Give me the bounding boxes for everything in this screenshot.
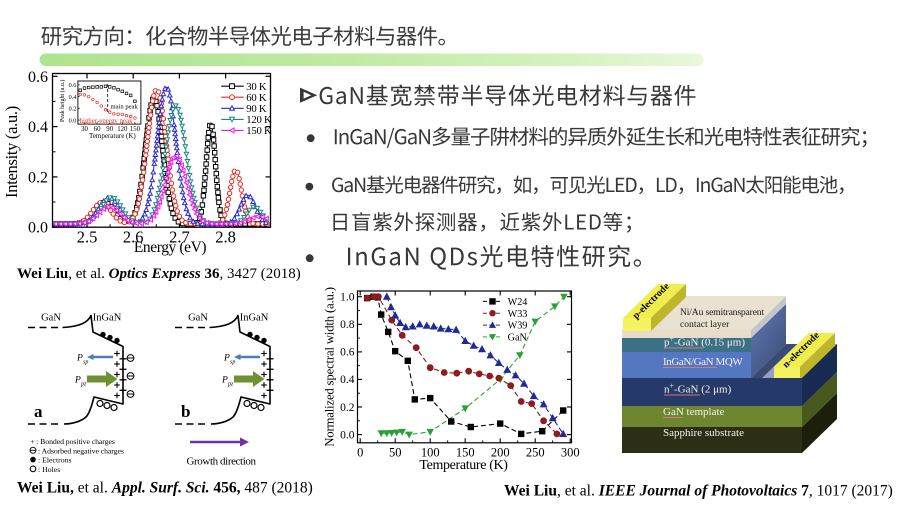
svg-text:1.0: 1.0 bbox=[340, 292, 355, 304]
svg-text:0.2: 0.2 bbox=[28, 169, 48, 186]
svg-text:0.6: 0.6 bbox=[69, 82, 77, 89]
svg-text:contact layer: contact layer bbox=[680, 319, 730, 330]
svg-text:2.7: 2.7 bbox=[169, 228, 190, 247]
svg-text:150 K: 150 K bbox=[246, 125, 272, 137]
svg-text:Temperature (K): Temperature (K) bbox=[89, 132, 136, 140]
svg-text:0.4: 0.4 bbox=[28, 119, 48, 136]
svg-text:50: 50 bbox=[389, 445, 402, 459]
svg-text:W33: W33 bbox=[508, 309, 528, 320]
svg-text:60: 60 bbox=[94, 126, 101, 133]
svg-text:P: P bbox=[223, 354, 230, 364]
svg-text:higher-energy peak: higher-energy peak bbox=[80, 118, 134, 125]
svg-text:: Adsorbed negative charges: : Adsorbed negative charges bbox=[38, 446, 124, 455]
svg-text:p+-GaN (0.15 μm): p+-GaN (0.15 μm) bbox=[664, 335, 745, 349]
svg-text:Peak height (a.u.): Peak height (a.u.) bbox=[59, 80, 66, 122]
svg-text:sp: sp bbox=[230, 360, 235, 366]
svg-text:P: P bbox=[76, 354, 83, 364]
svg-text:150: 150 bbox=[130, 126, 141, 133]
svg-text:: Holes: : Holes bbox=[38, 465, 60, 474]
svg-text:Ni/Au semitransparent: Ni/Au semitransparent bbox=[680, 307, 764, 318]
svg-text:Sapphire substrate: Sapphire substrate bbox=[663, 427, 744, 439]
svg-text:90: 90 bbox=[106, 126, 113, 133]
svg-text:120: 120 bbox=[117, 126, 128, 133]
svg-text:100: 100 bbox=[421, 445, 440, 459]
svg-text:2.6: 2.6 bbox=[123, 228, 144, 247]
svg-text:0.4: 0.4 bbox=[69, 94, 77, 101]
svg-text:W39: W39 bbox=[508, 321, 528, 332]
svg-text:0.0: 0.0 bbox=[28, 220, 48, 237]
svg-text:Energy (eV): Energy (eV) bbox=[134, 239, 207, 256]
svg-text:0.2: 0.2 bbox=[69, 106, 77, 113]
svg-text:0.0: 0.0 bbox=[340, 429, 355, 441]
svg-text:Wei Liu, et al. Appl. Surf. Sc: Wei Liu, et al. Appl. Surf. Sci. 456, 48… bbox=[17, 480, 313, 497]
svg-text:Intensity (a.u.): Intensity (a.u.) bbox=[2, 106, 21, 198]
svg-text:150: 150 bbox=[456, 445, 475, 459]
svg-text:W24: W24 bbox=[508, 297, 528, 308]
svg-text:: Electrons: : Electrons bbox=[38, 456, 72, 465]
svg-text:2.5: 2.5 bbox=[77, 228, 98, 247]
svg-text:120 K: 120 K bbox=[246, 114, 272, 126]
svg-text:n+-GaN (2 μm): n+-GaN (2 μm) bbox=[664, 382, 732, 396]
svg-text:pz: pz bbox=[80, 382, 87, 388]
svg-text:2.8: 2.8 bbox=[215, 228, 236, 247]
svg-text:pz: pz bbox=[227, 382, 234, 388]
svg-text:60 K: 60 K bbox=[246, 92, 267, 104]
svg-text:P: P bbox=[221, 376, 228, 386]
svg-text:30: 30 bbox=[81, 126, 88, 133]
svg-text:Temperature (K): Temperature (K) bbox=[419, 458, 508, 473]
svg-text:0.2: 0.2 bbox=[340, 402, 355, 414]
svg-text:0.8: 0.8 bbox=[340, 319, 355, 331]
svg-text:InGaN/GaN MQW: InGaN/GaN MQW bbox=[663, 356, 743, 368]
svg-text:main peak: main peak bbox=[111, 104, 139, 111]
svg-text:Growth direction: Growth direction bbox=[187, 456, 257, 468]
svg-text:GaN: GaN bbox=[188, 313, 208, 324]
svg-text:0: 0 bbox=[357, 445, 363, 459]
svg-text:0.0: 0.0 bbox=[69, 117, 77, 124]
svg-text:300: 300 bbox=[561, 445, 580, 459]
svg-text:b: b bbox=[181, 402, 190, 421]
svg-text:+ : Bonded positive charges: + : Bonded positive charges bbox=[30, 437, 115, 446]
svg-text:Normalized spectral width (a.u: Normalized spectral width (a.u.) bbox=[323, 287, 337, 447]
svg-text:InGaN: InGaN bbox=[93, 313, 122, 324]
svg-text:250: 250 bbox=[526, 445, 545, 459]
svg-text:sp: sp bbox=[83, 360, 88, 366]
svg-text:InGaN: InGaN bbox=[240, 313, 269, 324]
svg-text:0.6: 0.6 bbox=[28, 69, 48, 86]
svg-text:90 K: 90 K bbox=[246, 103, 267, 115]
svg-text:Wei Liu, et al. Optics Express: Wei Liu, et al. Optics Express 36, 3427 … bbox=[17, 266, 301, 282]
svg-text:200: 200 bbox=[491, 445, 510, 459]
svg-text:P: P bbox=[74, 376, 81, 386]
svg-text:0.6: 0.6 bbox=[340, 347, 355, 359]
svg-text:30 K: 30 K bbox=[246, 81, 267, 93]
svg-text:0.4: 0.4 bbox=[340, 374, 355, 386]
svg-text:GaN: GaN bbox=[41, 313, 61, 324]
svg-text:GaN template: GaN template bbox=[663, 406, 725, 418]
svg-text:Wei Liu, et al. IEEE Journal: Wei Liu, et al. IEEE Journal of Photovol… bbox=[504, 483, 893, 500]
svg-text:a: a bbox=[34, 402, 43, 421]
svg-text:GaN: GaN bbox=[508, 333, 528, 344]
